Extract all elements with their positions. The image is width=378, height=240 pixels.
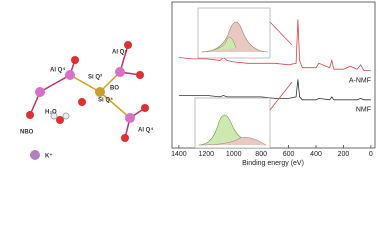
label: H₂O — [45, 110, 57, 116]
x-tick-label: 600 — [283, 151, 295, 158]
label: K⁺ — [45, 153, 53, 160]
label: Al Q⁴ — [138, 128, 153, 134]
line — [178, 79, 371, 101]
molecule — [26, 41, 149, 160]
legend-label: A-NMF — [349, 77, 371, 84]
x-tick-label: 800 — [255, 151, 267, 158]
x-tick-label: 1400 — [171, 151, 187, 158]
label: Si Q³ — [88, 74, 102, 81]
x-tick-label: 200 — [338, 151, 350, 158]
label: Si Q⁴ — [98, 98, 113, 104]
label: BO — [110, 86, 119, 92]
legend-label: NMF — [356, 107, 371, 114]
label: NBO — [20, 130, 34, 136]
x-axis-label: Binding energy (eV) — [242, 160, 304, 167]
label: Al Q⁴ — [112, 50, 127, 56]
plot-frame — [171, 1, 376, 149]
figure: Al Q⁴ Al Q⁴ Si Q³ BO Si Q⁴ NBO H₂O Al Q⁴… — [20, 1, 376, 167]
x-tick-label: 400 — [310, 151, 322, 158]
x-tick-label: 1200 — [199, 151, 215, 158]
inset — [194, 7, 293, 149]
x-tick-label: 0 — [369, 151, 373, 158]
label: Al Q⁴ — [50, 68, 65, 74]
x-tick-label: 1000 — [226, 151, 242, 158]
